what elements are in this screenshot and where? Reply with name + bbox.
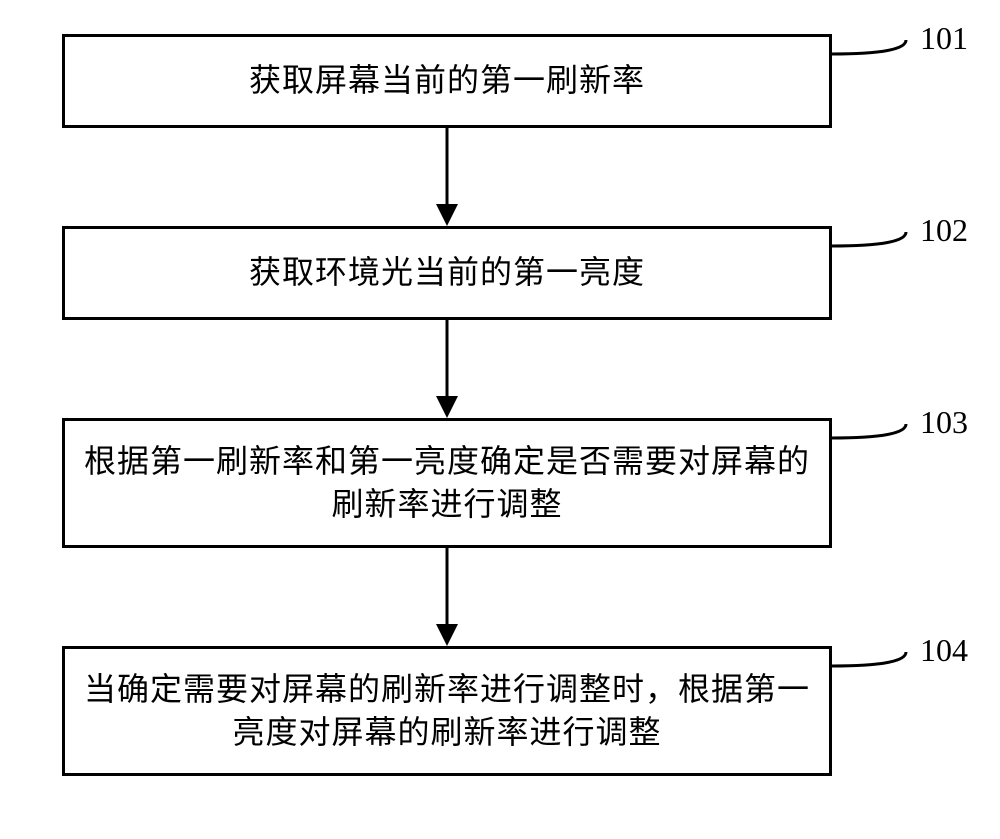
flow-node-101-text: 获取屏幕当前的第一刷新率 bbox=[79, 59, 815, 102]
leader-104 bbox=[832, 652, 906, 666]
leader-101 bbox=[832, 40, 906, 54]
flow-node-102-text: 获取环境光当前的第一亮度 bbox=[79, 251, 815, 294]
flow-node-102: 获取环境光当前的第一亮度 bbox=[62, 226, 832, 320]
connector-102-103 bbox=[436, 320, 458, 418]
flow-node-101: 获取屏幕当前的第一刷新率 bbox=[62, 34, 832, 128]
connector-103-104 bbox=[436, 548, 458, 646]
flow-node-103-text: 根据第一刷新率和第一亮度确定是否需要对屏幕的刷新率进行调整 bbox=[79, 440, 815, 526]
flowchart-canvas: 获取屏幕当前的第一刷新率 101 获取环境光当前的第一亮度 102 根据第一刷新… bbox=[0, 0, 1000, 839]
flow-label-101: 101 bbox=[920, 20, 968, 57]
flow-label-102: 102 bbox=[920, 212, 968, 249]
flow-node-104-text: 当确定需要对屏幕的刷新率进行调整时，根据第一亮度对屏幕的刷新率进行调整 bbox=[79, 668, 815, 754]
leader-103 bbox=[832, 424, 906, 438]
flow-node-103: 根据第一刷新率和第一亮度确定是否需要对屏幕的刷新率进行调整 bbox=[62, 418, 832, 548]
connector-101-102 bbox=[436, 128, 458, 226]
flow-label-104: 104 bbox=[920, 632, 968, 669]
flow-label-103: 103 bbox=[920, 404, 968, 441]
flow-node-104: 当确定需要对屏幕的刷新率进行调整时，根据第一亮度对屏幕的刷新率进行调整 bbox=[62, 646, 832, 776]
leader-102 bbox=[832, 232, 906, 246]
